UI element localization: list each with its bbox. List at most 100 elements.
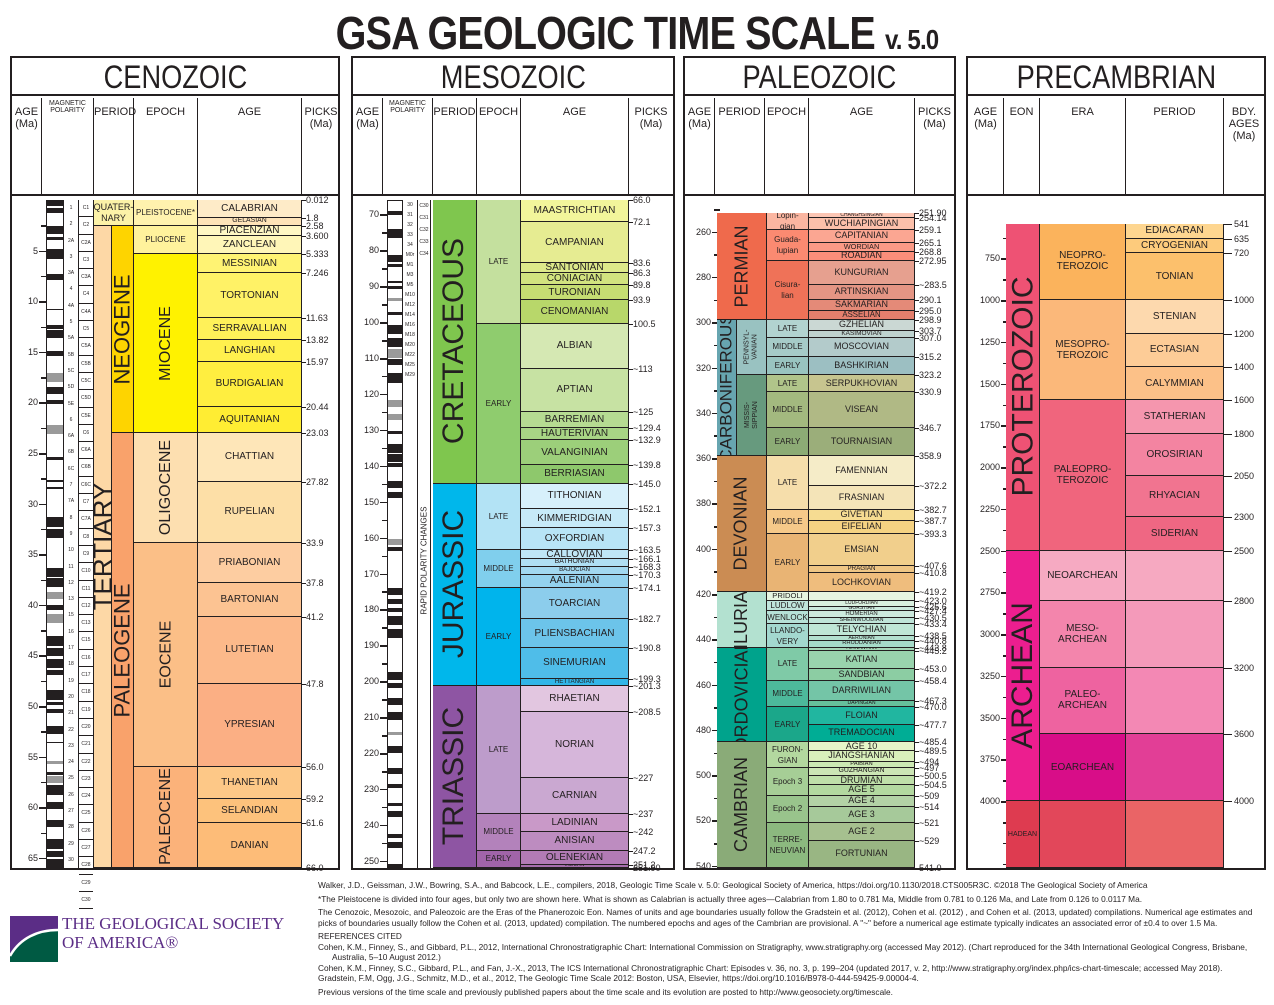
unit-label: AERONIAN: [848, 635, 875, 641]
pick-line: [302, 200, 306, 202]
unit-label: EARLY: [485, 398, 512, 408]
anomaly-label: 27: [68, 807, 74, 814]
column-header: PERIOD: [433, 98, 477, 194]
anomaly-label: 18: [68, 661, 74, 668]
time-unit: BARREMIAN: [521, 411, 629, 428]
chron-label: C6A: [79, 442, 93, 460]
polarity-band: [388, 431, 402, 435]
chron-label: C32: [419, 227, 429, 233]
era-title: MESOZOIC: [440, 59, 586, 95]
pick-line: [915, 795, 919, 797]
time-unit: SANDBIAN: [809, 668, 915, 681]
pick-value: ~410.8: [919, 568, 947, 579]
column-header: EPOCH: [477, 98, 521, 194]
pick-value: ~443.8: [919, 642, 947, 653]
pick-line: [1224, 300, 1232, 302]
polarity-band: [388, 698, 402, 705]
anomaly-label: 6: [69, 416, 73, 423]
unit-label: PLIENSBACHIAN: [534, 627, 615, 639]
time-unit: VALANGINIAN: [521, 440, 629, 466]
time-unit: RHYACIAN: [1126, 475, 1224, 518]
time-unit: PALEOCENE: [134, 766, 198, 868]
pick-value: ~174.1: [633, 583, 661, 594]
time-unit: THANETIAN: [198, 766, 302, 800]
pick-value: ~152.1: [633, 504, 661, 515]
pick-value: ~129.4: [633, 422, 661, 433]
time-unit: CALABRIAN: [198, 200, 302, 219]
time-unit: TOURNAISIAN: [809, 428, 915, 456]
unit-label: PALEO- ARCHEAN: [1058, 689, 1107, 712]
pick-value: 2.58: [306, 221, 324, 232]
time-unit: TORTONIAN: [198, 273, 302, 318]
unit-label: EOCENE: [157, 620, 175, 689]
polarity-band: [388, 337, 402, 348]
pick-line: [915, 606, 919, 608]
time-unit: MESOPRO- TEROZOIC: [1040, 300, 1126, 401]
unit-label: CENOMANIAN: [540, 306, 609, 318]
time-unit: AGE 2: [809, 822, 915, 841]
pick-line: [629, 300, 633, 302]
age-tick-label: 35: [27, 549, 38, 560]
time-unit: TITHONIAN: [521, 483, 629, 510]
age-minor-tick: [382, 411, 388, 414]
time-unit: LATE: [767, 455, 809, 510]
time-unit: BURDIGALIAN: [198, 361, 302, 407]
age-tick-label: 2000: [979, 462, 1000, 473]
chron-label: C4A: [79, 304, 93, 322]
age-tick-label: 320: [695, 362, 711, 373]
age-minor-tick: [41, 731, 47, 733]
unit-label: RHAETIAN: [549, 692, 600, 704]
time-unit: EARLY: [477, 850, 521, 868]
time-unit: EARLY: [767, 533, 809, 593]
pick-line: [629, 778, 633, 780]
reference-item: Cohen, K.M., Finney, S., and Gibbard, P.…: [318, 941, 1248, 963]
pick-value: ~199.3: [633, 673, 661, 684]
pick-value: 3.600: [306, 231, 329, 242]
chron-label: C21: [79, 736, 93, 754]
unit-label: AGE 2: [848, 825, 875, 836]
age-tick-label: 400: [695, 543, 711, 554]
time-unit: FLOIAN: [809, 707, 915, 725]
time-unit: [1126, 801, 1224, 868]
anomaly-label: 16: [68, 628, 74, 635]
time-unit: BASHKIRIAN: [809, 356, 915, 375]
unit-label: SIDERIAN: [1150, 527, 1199, 539]
time-unit: ECTASIAN: [1126, 333, 1224, 367]
polarity-band: [388, 588, 402, 596]
time-unit: Cisura- lian: [767, 261, 809, 320]
polarity-band: [388, 228, 402, 239]
time-unit: GELASIAN: [198, 218, 302, 227]
unit-label: WUCHIAPINGIAN: [824, 218, 899, 229]
polarity-band: [47, 741, 63, 744]
time-unit: EOCENE: [134, 543, 198, 767]
time-unit: QUATER- NARY: [94, 200, 134, 227]
column-header: AGE: [198, 98, 302, 194]
unit-label: LATE: [777, 659, 798, 669]
pick-line: [302, 226, 306, 228]
reference-item: Cohen, K.M., Finney, S.C., Gibbard, P.L.…: [318, 962, 1223, 973]
pick-value: ~440.8: [919, 636, 947, 647]
polarity-band: [388, 802, 402, 806]
pick-value: 1400: [1234, 362, 1255, 372]
unit-label: CARNIAN: [551, 790, 597, 802]
unit-label: MIDDLE: [483, 827, 514, 837]
pick-line: [1224, 801, 1232, 803]
pick-line: [915, 610, 919, 612]
age-minor-tick: [41, 554, 47, 556]
pick-value: ~427.4: [919, 605, 947, 616]
unit-label: CHANGHSINGIAN: [840, 213, 883, 218]
age-tick-label: 130: [363, 424, 379, 435]
unit-label: DARRIWILIAN: [831, 685, 891, 696]
anomaly-label: M12: [405, 302, 415, 308]
time-unit: ARCHEAN: [1006, 550, 1040, 802]
pick-value: 59.2: [306, 794, 324, 805]
unit-label: PRIABONIAN: [218, 556, 281, 568]
age-tick-label: 80: [368, 245, 379, 256]
time-unit: JIANGSHANIAN: [809, 751, 915, 762]
polarity-band: [47, 529, 63, 539]
unit-label: GZHELIAN: [838, 319, 884, 330]
pick-line: [915, 565, 919, 567]
pick-line: [915, 509, 919, 511]
pick-value: 15.97: [306, 356, 329, 367]
magnetic-polarity-column: [46, 200, 64, 868]
